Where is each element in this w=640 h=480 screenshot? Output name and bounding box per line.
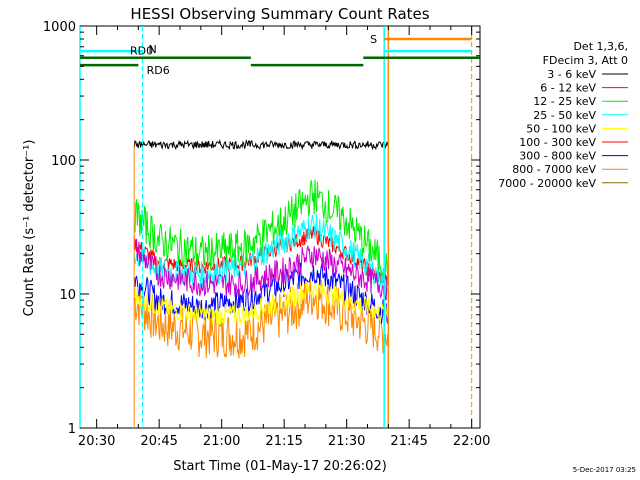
x-tick-label: 20:45	[140, 434, 177, 449]
series-line-4	[133, 281, 389, 326]
saa-label: S	[370, 33, 377, 46]
axes-layer: 20:30 20:45 21:00 21:15 21:30 21:45 22:00 1 10 10…	[43, 20, 490, 449]
y-tick-label: 10	[59, 288, 76, 303]
night-label: N	[149, 43, 157, 56]
series-line-3	[133, 213, 389, 294]
y-tick-label: 1	[68, 422, 76, 437]
y-axis-label: Count Rate (s⁻¹ detector⁻¹)	[22, 140, 37, 317]
x-tick-label: 21:00	[203, 434, 240, 449]
legend-label: 800 - 7000 keV	[512, 163, 596, 176]
legend-label: 6 - 12 keV	[540, 82, 596, 95]
x-tick-label: 20:30	[78, 434, 115, 449]
series-line-2	[133, 179, 389, 284]
legend-label: 12 - 25 keV	[533, 95, 596, 108]
legend-header-2: FDecim 3, Att 0	[543, 54, 628, 67]
series-layer	[133, 138, 389, 428]
x-axis-label: Start Time (01-May-17 20:26:02)	[173, 459, 387, 474]
x-tick-label: 21:30	[328, 434, 365, 449]
legend-label: 3 - 6 keV	[547, 68, 596, 81]
legend-label: 300 - 800 keV	[519, 150, 596, 163]
x-tick-label: 22:00	[453, 434, 490, 449]
chart-title: HESSI Observing Summary Count Rates	[130, 5, 429, 23]
series-line-7	[133, 277, 389, 359]
series-line-1	[133, 238, 389, 301]
legend-label: 7000 - 20000 keV	[498, 177, 596, 190]
y-tick-label: 100	[51, 154, 76, 169]
x-tick-label: 21:45	[390, 434, 427, 449]
footer-date: 5-Dec-2017 03:25	[573, 466, 636, 474]
legend-label: 100 - 300 keV	[519, 136, 596, 149]
overlay-layer: N S RD0 RD6	[79, 26, 480, 428]
rd6-label: RD6	[147, 64, 170, 77]
legend-header-1: Det 1,3,6,	[573, 40, 628, 53]
y-tick-label: 1000	[43, 20, 76, 35]
x-tick-label: 21:15	[265, 434, 302, 449]
legend-label: 50 - 100 keV	[526, 122, 596, 135]
legend-label: 25 - 50 keV	[533, 109, 596, 122]
rd0-label: RD0	[130, 45, 153, 58]
series-line-0	[133, 138, 389, 151]
